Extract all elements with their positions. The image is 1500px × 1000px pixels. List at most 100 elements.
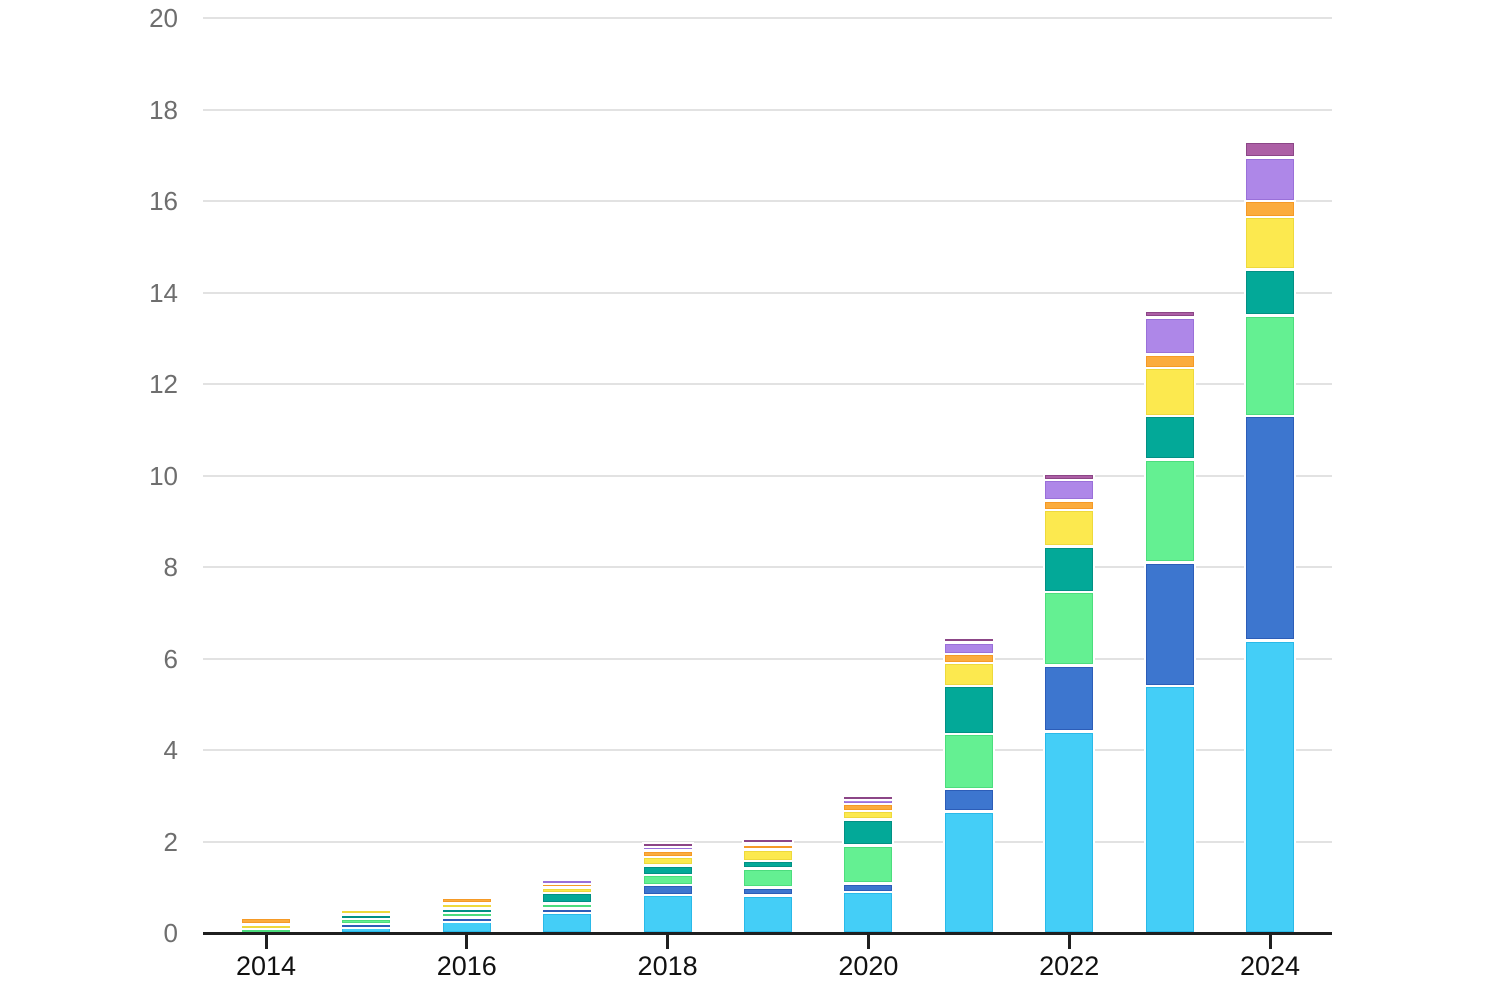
bar-segment-orange [744,846,792,849]
bar-segment-teal [442,909,491,912]
bar-segment-light-purple [1145,318,1194,353]
bar-segment-yellow [543,889,592,892]
bar-segment-light-purple [944,643,993,653]
x-axis-tick-label: 2024 [1239,951,1301,981]
gridline [203,17,1332,19]
bar-segment-plum [944,639,993,642]
bar-segment-yellow [442,905,491,908]
y-axis-tick-label: 18 [149,94,178,125]
bar-2021 [944,0,993,933]
bar-2019 [744,0,792,933]
y-axis-tick-label: 8 [163,552,178,582]
bar-segment-light-purple [844,799,893,803]
bar-2020 [844,0,893,933]
bar-segment-teal [1145,417,1194,459]
bar-segment-yellow [1045,511,1094,546]
x-axis-tick [666,935,670,949]
y-axis-tick-label: 20 [149,3,178,33]
bar-segment-orange [1246,202,1294,216]
bar-segment-light-purple [543,880,592,883]
y-axis-tick-label: 12 [149,369,178,399]
bar-segment-green [944,735,993,788]
x-axis-tick-label: 2018 [637,951,698,981]
bar-segment-green [1045,593,1094,665]
bar-segment-green [442,913,491,917]
bar-2015 [342,0,391,933]
bar-segment-light-blue [944,813,993,932]
bar-2023 [1145,0,1194,933]
bar-segment-plum [744,839,792,842]
x-axis-tick-label: 2016 [436,951,497,981]
y-axis-tick-label: 2 [163,826,178,857]
y-axis-tick-label: 16 [149,186,178,216]
gridline [203,474,1332,477]
bar-segment-yellow [643,858,692,865]
bar-2014 [242,0,290,933]
gridline [203,383,1332,385]
bar-segment-light-blue [643,896,692,932]
x-axis-tick [1268,935,1272,949]
bar-segment-teal [944,687,993,733]
bar-segment-orange [844,805,893,810]
x-axis-tick [866,935,870,949]
bar-segment-plum [1045,474,1094,479]
bar-2016 [442,0,491,933]
bar-segment-green [342,919,391,923]
bar-segment-blue [744,889,792,895]
y-axis-tick-label: 6 [163,643,178,674]
bar-segment-blue [1045,666,1094,731]
bar-segment-blue [844,884,893,891]
bar-segment-blue [1246,417,1294,639]
bar-segment-teal [844,820,893,845]
bar-segment-orange [242,919,290,924]
bar-segment-green [643,876,692,884]
x-axis-tick [264,935,268,949]
gridline [203,749,1332,751]
bar-segment-green [242,929,290,932]
gridline [203,566,1332,568]
bar-segment-yellow [844,812,893,819]
bar-segment-green [1145,460,1194,562]
bar-segment-light-purple [1246,158,1294,200]
bar-segment-blue [543,910,592,913]
x-axis-tick [1067,935,1071,949]
bar-segment-yellow [1246,218,1294,269]
bar-segment-light-blue [543,913,592,932]
bar-segment-orange [1045,501,1094,509]
x-axis-tick-label: 2022 [1039,951,1100,981]
bar-segment-green [744,869,792,887]
bar-segment-orange [543,884,592,887]
bar-segment-plum [844,796,893,799]
bar-segment-light-blue [744,896,792,932]
x-axis-tick [465,935,469,949]
bar-segment-yellow [944,664,993,685]
bar-segment-teal [342,916,391,918]
bar-2017 [543,0,592,933]
bar-segment-orange [1145,355,1194,367]
bar-segment-teal [744,862,792,868]
bar-segment-light-purple [744,842,792,845]
bar-segment-teal [643,867,692,874]
bar-segment-light-purple [1045,481,1094,500]
bar-segment-orange [643,851,692,856]
x-axis-tick-label: 2014 [235,951,297,981]
bar-segment-blue [442,918,491,921]
y-axis-tick-label: 10 [149,460,178,491]
bar-segment-light-blue [1246,641,1294,932]
bar-segment-teal [1246,270,1294,315]
bar-segment-yellow [744,850,792,860]
gridline [203,657,1332,660]
gridline [203,291,1332,294]
x-axis-line [203,932,1332,935]
bar-segment-blue [1145,563,1194,685]
bar-segment-green [844,846,893,883]
y-axis-tick-label: 0 [163,918,178,948]
bar-segment-teal [1045,547,1094,591]
bar-segment-green [1246,316,1294,415]
y-axis-tick-label: 14 [149,277,178,308]
bar-2024 [1246,0,1294,933]
bar-segment-plum [643,844,692,847]
bar-segment-blue [643,886,692,894]
bar-segment-light-purple [643,846,692,850]
